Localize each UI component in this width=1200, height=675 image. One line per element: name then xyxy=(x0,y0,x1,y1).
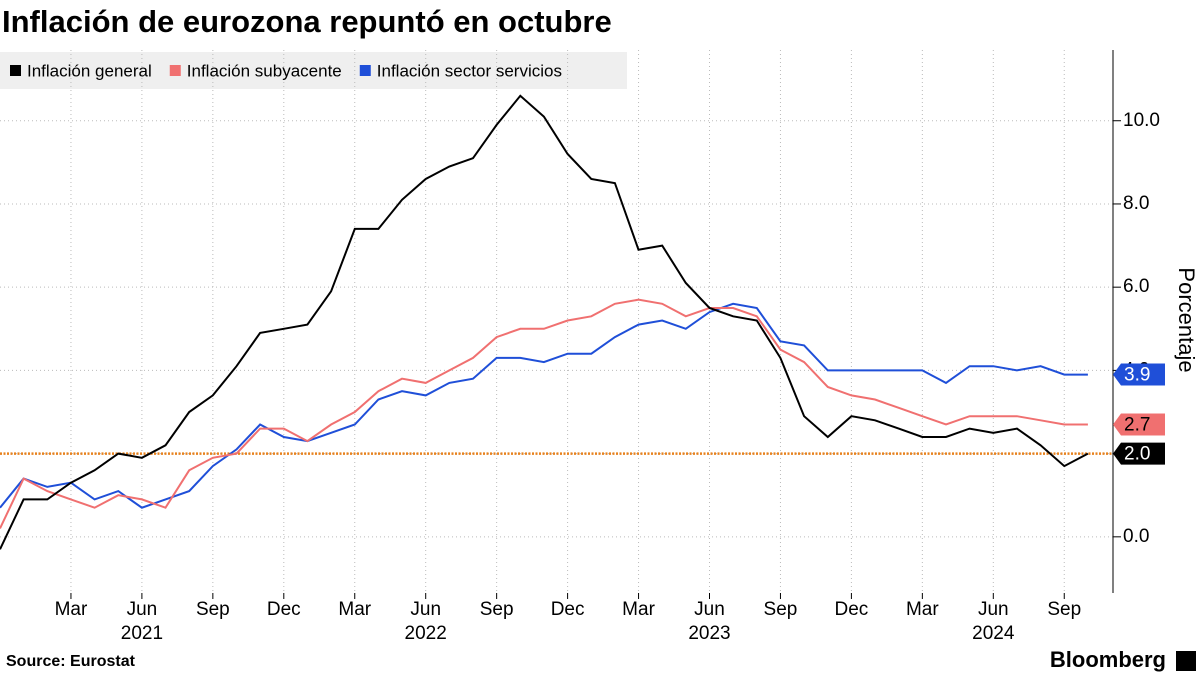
legend-swatch xyxy=(359,65,371,76)
end-label: 3.9 xyxy=(1124,365,1150,386)
brand: Bloomberg xyxy=(1050,647,1166,672)
legend-background xyxy=(0,52,627,89)
x-tick-label: Jun xyxy=(978,599,1009,620)
end-label: 2.0 xyxy=(1124,444,1150,465)
x-tick-label: Mar xyxy=(622,599,655,620)
legend-swatch xyxy=(169,65,181,76)
line-series xyxy=(0,94,1089,550)
x-year-label: 2023 xyxy=(688,623,730,644)
end-label: 2.7 xyxy=(1124,414,1150,435)
x-tick-label: Jun xyxy=(127,599,158,620)
x-year-label: 2024 xyxy=(972,623,1015,644)
legend-label: Inflación sector servicios xyxy=(377,61,562,80)
x-tick-label: Dec xyxy=(267,599,301,620)
legend-swatch xyxy=(10,65,21,76)
x-tick-label: Sep xyxy=(480,599,514,620)
legend-label: Inflación subyacente xyxy=(187,61,342,80)
y-tick-label: 0.0 xyxy=(1123,526,1149,547)
x-tick-label: Jun xyxy=(694,599,725,620)
x-tick-label: Dec xyxy=(551,599,585,620)
x-tick-label: Sep xyxy=(196,599,230,620)
x-tick-label: Jun xyxy=(410,599,441,620)
source: Source: Eurostat xyxy=(6,653,136,670)
y-tick-label: 8.0 xyxy=(1123,193,1149,214)
line-series xyxy=(0,298,1088,529)
end-label-box xyxy=(1113,363,1165,386)
x-year-label: 2021 xyxy=(121,623,163,644)
y-tick-label: 6.0 xyxy=(1123,276,1149,297)
x-tick-label: Mar xyxy=(338,599,371,620)
x-tick-label: Sep xyxy=(764,599,798,620)
brand-icon xyxy=(1176,651,1196,671)
x-year-label: 2022 xyxy=(405,623,447,644)
line-series xyxy=(0,302,1088,509)
x-tick-label: Sep xyxy=(1047,599,1081,620)
chart-title: Inflación de eurozona repuntó en octubre xyxy=(2,4,612,39)
x-tick-label: Dec xyxy=(835,599,869,620)
x-tick-label: Mar xyxy=(906,599,939,620)
legend-label: Inflación general xyxy=(27,61,152,80)
end-label-box xyxy=(1113,413,1165,436)
end-label-box xyxy=(1113,442,1165,465)
y-axis-title: Porcentaje xyxy=(1174,267,1199,372)
x-tick-label: Mar xyxy=(55,599,88,620)
y-tick-label: 10.0 xyxy=(1123,110,1160,131)
